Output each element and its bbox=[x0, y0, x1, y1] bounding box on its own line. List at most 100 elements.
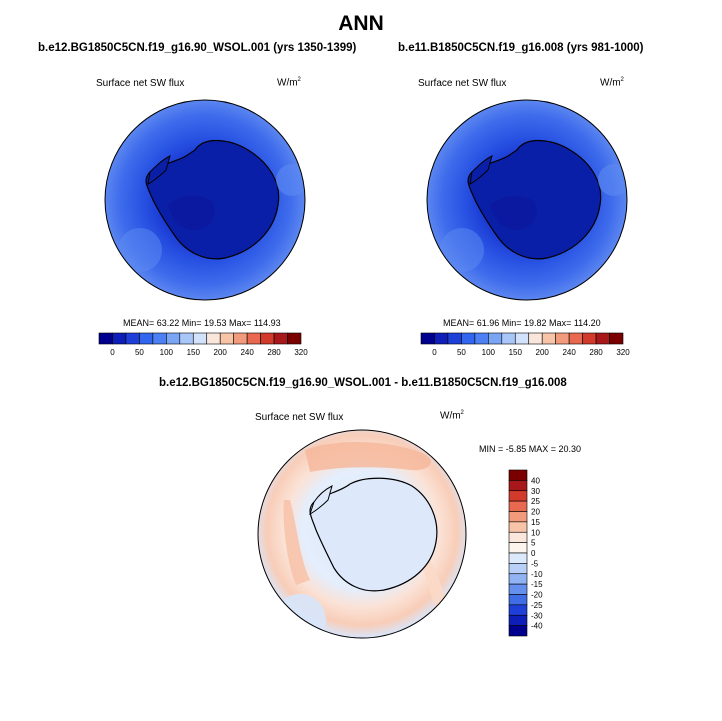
colorbar-tick-label: 40 bbox=[531, 476, 540, 485]
colorbar-tick-label: -10 bbox=[531, 570, 543, 579]
colorbar-tick-label: 10 bbox=[531, 528, 540, 537]
antarctica-outline bbox=[309, 477, 438, 592]
colorbar-swatch bbox=[192, 332, 208, 345]
colorbar-tick-label: 150 bbox=[509, 348, 523, 357]
colorbar-tick-label: 5 bbox=[531, 539, 536, 548]
panel-b-stats: MEAN= 61.96 Min= 19.82 Max= 114.20 bbox=[443, 318, 601, 328]
colorbar-swatch bbox=[514, 332, 530, 345]
colorbar-swatch bbox=[501, 332, 516, 345]
colorbar-swatch bbox=[179, 332, 194, 345]
colorbar-tick-label: 280 bbox=[589, 348, 603, 357]
colorbar-swatch bbox=[508, 594, 528, 606]
antarctic-peninsula bbox=[309, 485, 333, 515]
antarctica-outline bbox=[467, 139, 602, 260]
colorbar-swatch bbox=[139, 332, 154, 345]
colorbar-tick-label: -5 bbox=[531, 559, 539, 568]
colorbar-swatch bbox=[488, 332, 503, 345]
colorbar-tick-label: 240 bbox=[562, 348, 576, 357]
panel-b-map bbox=[426, 99, 628, 301]
colorbar-tick-label: 240 bbox=[240, 348, 254, 357]
colorbar-tick-label: 0 bbox=[531, 549, 536, 558]
colorbar-swatch bbox=[420, 332, 435, 345]
colorbar-swatch bbox=[112, 332, 127, 345]
colorbar-tick-label: 20 bbox=[531, 508, 540, 517]
colorbar-tick-label: 15 bbox=[531, 518, 540, 527]
colorbar-swatch bbox=[508, 542, 528, 554]
panel-a-case-title: b.e12.BG1850C5CN.f19_g16.90_WSOL.001 (yr… bbox=[38, 42, 357, 54]
panel-a-map bbox=[104, 99, 306, 301]
colorbar-tick-label: 320 bbox=[294, 348, 308, 357]
colorbar-swatch bbox=[541, 332, 556, 345]
colorbar-swatch bbox=[508, 583, 528, 595]
colorbar-swatch bbox=[508, 521, 528, 533]
colorbar-tick-label: 200 bbox=[214, 348, 228, 357]
colorbar-swatch bbox=[555, 332, 570, 345]
colorbar-tick-label: 200 bbox=[536, 348, 550, 357]
colorbar-swatch bbox=[508, 490, 528, 502]
colorbar-tick-label: 50 bbox=[457, 348, 466, 357]
colorbar-swatch bbox=[287, 332, 302, 345]
colorbar-tick-label: 100 bbox=[160, 348, 174, 357]
colorbar-swatch bbox=[528, 332, 543, 345]
diff-case-title: b.e12.BG1850C5CN.f19_g16.90_WSOL.001 - b… bbox=[159, 377, 567, 389]
colorbar-tick-label: 280 bbox=[267, 348, 281, 357]
colorbar-swatch bbox=[582, 332, 597, 345]
colorbar-swatch bbox=[260, 332, 275, 345]
antarctic-peninsula bbox=[147, 155, 171, 185]
colorbar-swatch bbox=[595, 332, 610, 345]
colorbar-swatch bbox=[568, 332, 583, 345]
antarctica-outline bbox=[145, 139, 280, 260]
colorbar-swatch bbox=[206, 332, 221, 345]
panel-b-colorbar: 0 50 100 150 200 240 280 320 bbox=[420, 332, 630, 357]
colorbar-tick-label: 50 bbox=[135, 348, 144, 357]
panel-b-units: W/m2 bbox=[600, 77, 624, 89]
diff-units: W/m2 bbox=[440, 410, 464, 422]
colorbar-swatch bbox=[508, 604, 528, 616]
colorbar-swatch bbox=[273, 332, 288, 345]
figure-title: ANN bbox=[338, 12, 384, 35]
colorbar-swatch bbox=[125, 332, 140, 345]
colorbar-swatch bbox=[508, 614, 528, 626]
colorbar-swatch bbox=[508, 573, 528, 585]
panel-b-case-title: b.e11.B1850C5CN.f19_g16.008 (yrs 981-100… bbox=[398, 42, 644, 54]
colorbar-swatch bbox=[461, 332, 476, 345]
colorbar-swatch bbox=[508, 480, 528, 492]
panel-b-field-label: Surface net SW flux bbox=[418, 78, 507, 89]
diff-map bbox=[257, 429, 467, 639]
colorbar-swatch bbox=[447, 332, 462, 345]
colorbar-tick-label: -20 bbox=[531, 591, 543, 600]
colorbar-tick-label: 100 bbox=[482, 348, 496, 357]
colorbar-swatch bbox=[508, 500, 528, 512]
diff-field-label: Surface net SW flux bbox=[255, 412, 344, 423]
diff-stats: MIN = -5.85 MAX = 20.30 bbox=[479, 444, 582, 454]
colorbar-tick-label: -15 bbox=[531, 580, 543, 589]
antarctic-peninsula bbox=[469, 155, 493, 185]
colorbar-swatch bbox=[166, 332, 181, 345]
colorbar-swatch bbox=[508, 469, 528, 481]
colorbar-tick-label: -40 bbox=[531, 622, 543, 631]
colorbar-swatch bbox=[508, 531, 528, 543]
colorbar-swatch bbox=[508, 563, 528, 575]
colorbar-tick-label: 25 bbox=[531, 497, 540, 506]
colorbar-tick-label: 0 bbox=[432, 348, 437, 357]
panel-a-stats: MEAN= 63.22 Min= 19.53 Max= 114.93 bbox=[123, 318, 281, 328]
colorbar-tick-label: 320 bbox=[616, 348, 630, 357]
colorbar-swatch bbox=[98, 332, 113, 345]
colorbar-tick-label: 0 bbox=[110, 348, 115, 357]
colorbar-swatch bbox=[508, 511, 528, 523]
colorbar-swatch bbox=[434, 332, 449, 345]
colorbar-tick-label: -25 bbox=[531, 601, 543, 610]
colorbar-swatch bbox=[609, 332, 624, 345]
colorbar-swatch bbox=[219, 332, 234, 345]
colorbar-tick-label: 150 bbox=[187, 348, 201, 357]
panel-a-colorbar: 0 50 100 150 200 240 280 320 bbox=[98, 332, 308, 357]
colorbar-swatch bbox=[508, 625, 528, 637]
colorbar-swatch bbox=[474, 332, 489, 345]
colorbar-swatch bbox=[233, 332, 248, 345]
panel-a-field-label: Surface net SW flux bbox=[96, 78, 185, 89]
colorbar-tick-label: -30 bbox=[531, 611, 543, 620]
colorbar-swatch bbox=[246, 332, 261, 345]
colorbar-swatch bbox=[152, 332, 167, 345]
